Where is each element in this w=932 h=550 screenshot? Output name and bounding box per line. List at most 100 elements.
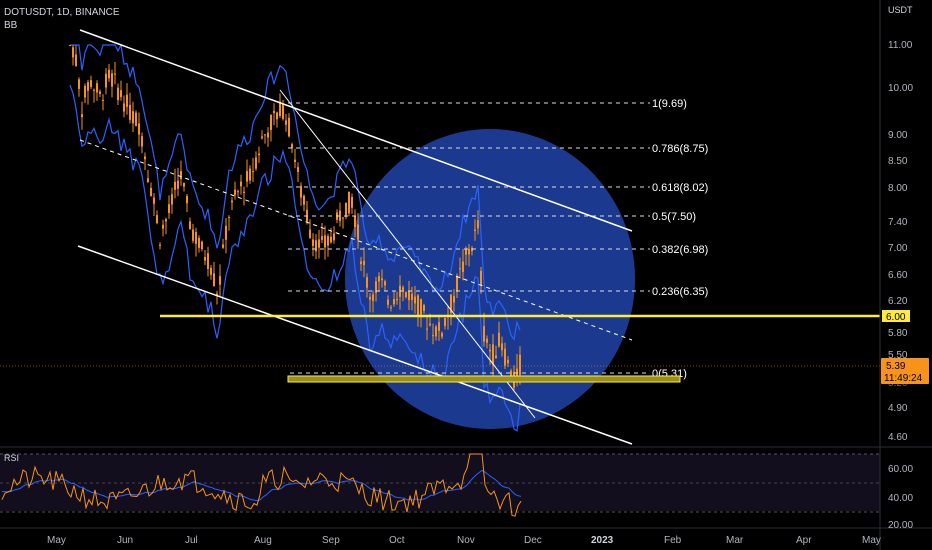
time-tick: Aug — [254, 535, 272, 546]
time-tick: Oct — [389, 535, 405, 546]
candle-body — [297, 167, 299, 173]
time-tick: Jun — [117, 535, 133, 546]
candle-body — [381, 278, 383, 281]
candle-body — [144, 156, 146, 160]
candle-body — [114, 73, 116, 75]
time-tick: Apr — [796, 535, 812, 546]
rsi-label[interactable]: RSI — [4, 453, 19, 463]
candle-body — [207, 253, 209, 269]
candle-body — [126, 94, 128, 107]
candle-body — [87, 82, 89, 91]
candle-body — [132, 111, 134, 124]
candle-body — [345, 202, 347, 217]
candle-body — [504, 348, 506, 366]
candle-body — [438, 322, 440, 331]
candle-body — [123, 103, 125, 112]
candle-body — [369, 296, 371, 300]
candle-body — [315, 240, 317, 252]
candle-body — [240, 181, 242, 187]
candle-body — [249, 168, 251, 181]
support-price-label-bg — [882, 310, 910, 322]
candle-body — [408, 290, 410, 301]
channel-upper-line[interactable] — [79, 29, 633, 232]
time-tick: Sep — [322, 535, 340, 546]
candle-body — [102, 99, 104, 101]
rsi-line — [1, 453, 522, 517]
candle-body — [150, 187, 152, 197]
channel-lower-line[interactable] — [77, 245, 633, 445]
rsi-tick: 60.00 — [888, 464, 913, 475]
time-tick: Feb — [664, 535, 682, 546]
candle-body — [234, 189, 236, 196]
candle-body — [93, 89, 95, 91]
candle-body — [219, 276, 221, 285]
candle-body — [312, 239, 314, 247]
candle-body — [309, 229, 311, 238]
candle-body — [372, 294, 374, 301]
candle-body — [258, 153, 260, 156]
candle-body — [387, 299, 389, 305]
fib-level-label: 0.382(6.98) — [652, 244, 708, 256]
candle-body — [501, 343, 503, 351]
price-tick: 4.90 — [888, 403, 908, 414]
candle-body — [354, 216, 356, 227]
candle-body — [177, 180, 179, 189]
support-price-label: 6.00 — [886, 312, 906, 323]
candle-body — [384, 281, 386, 286]
trend-line[interactable] — [279, 89, 536, 419]
price-tick: 8.00 — [888, 183, 908, 194]
candle-body — [162, 224, 164, 229]
candle-body — [390, 307, 392, 309]
candle-body — [396, 298, 398, 301]
time-tick-year: 2023 — [591, 535, 614, 546]
symbol-title[interactable]: DOTUSDT, 1D, BINANCE — [4, 7, 120, 18]
candle-body — [117, 87, 119, 101]
candle-body — [405, 292, 407, 298]
candle-body — [261, 136, 263, 139]
candle-body — [300, 185, 302, 198]
time-tick: Jul — [185, 535, 198, 546]
price-tick: 6.60 — [888, 270, 908, 281]
candle-body — [375, 281, 377, 293]
candle-body — [366, 277, 368, 288]
candle-body — [174, 181, 176, 190]
price-axis[interactable]: 11.00 10.00 9.00 8.50 8.00 7.40 7.00 6.6… — [888, 40, 913, 443]
time-tick: May — [862, 535, 881, 546]
time-tick: Dec — [524, 535, 542, 546]
support-zone[interactable] — [287, 375, 681, 383]
candle-body — [171, 194, 173, 205]
time-tick: Mar — [726, 535, 744, 546]
fib-level-label: 0.786(8.75) — [652, 143, 708, 155]
candle-body — [291, 144, 293, 149]
candle-body — [489, 349, 491, 352]
candle-body — [111, 73, 113, 87]
fib-level-label: 1(9.69) — [652, 98, 687, 110]
candle-body — [108, 69, 110, 79]
candle-body — [480, 270, 482, 285]
candle-body — [168, 204, 170, 213]
candle-body — [411, 293, 413, 301]
indicator-bb-label[interactable]: BB — [4, 20, 18, 31]
candle-body — [417, 295, 419, 318]
fib-retracement[interactable]: 1(9.69) 0.786(8.75) 0.618(8.02) 0.5(7.50) 0.… — [288, 98, 708, 380]
candle-body — [441, 333, 443, 337]
current-price-badge — [881, 358, 929, 384]
price-tick: 5.50 — [888, 350, 908, 361]
candle-body — [327, 236, 329, 246]
candle-body — [276, 112, 278, 120]
candle-body — [282, 103, 284, 119]
time-axis[interactable]: May Jun Jul Aug Sep Oct Nov Dec 2023 Feb… — [47, 535, 881, 546]
candle-body — [105, 73, 107, 88]
candle-body — [90, 80, 92, 87]
price-tick: 4.60 — [888, 432, 908, 443]
candle-body — [360, 261, 362, 265]
channel-mid-line[interactable] — [79, 139, 633, 341]
candle-body — [498, 332, 500, 347]
candle-body — [222, 244, 224, 248]
candle-body — [186, 196, 188, 204]
candle-body — [468, 248, 470, 255]
candle-body — [267, 132, 269, 138]
candle-body — [477, 220, 479, 229]
candle-body — [255, 157, 257, 169]
